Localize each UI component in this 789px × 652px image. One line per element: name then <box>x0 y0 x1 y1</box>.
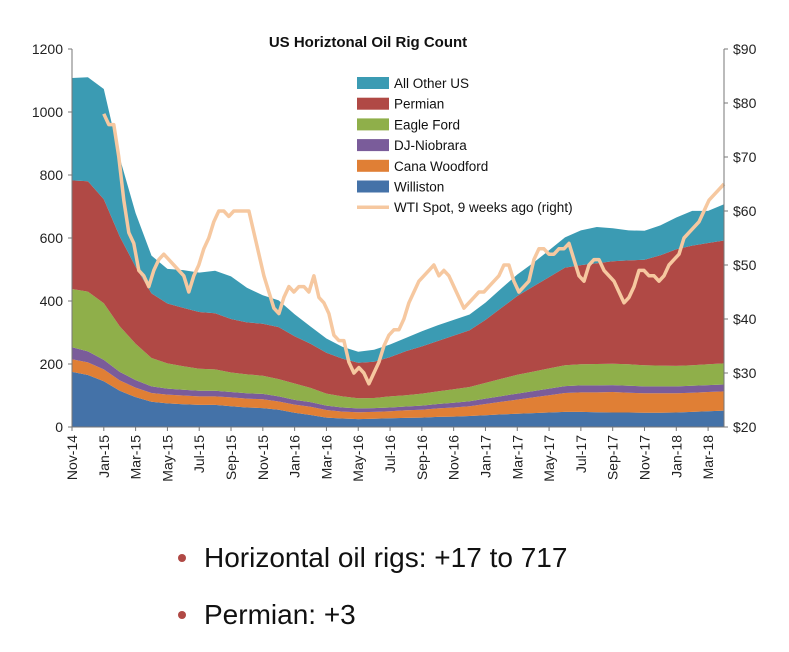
x-tick-label: Jul-17 <box>573 435 589 473</box>
x-tick-label: Nov-16 <box>446 435 462 480</box>
y-left-tick-label: 200 <box>40 356 64 372</box>
bullet-horizontal-oil-rigs: Horizontal oil rigs: +17 to 717 <box>178 538 567 578</box>
legend-item-permian: Permian <box>357 97 444 112</box>
bullet-text: Horizontal oil rigs: +17 to 717 <box>204 542 568 573</box>
area-cana-woodford <box>72 359 724 420</box>
y-right-tick-label: $90 <box>733 41 757 57</box>
legend-label: Cana Woodford <box>394 159 488 174</box>
oil-rig-chart: US Horiztonal Oil Rig Count 0 200 400 600 80… <box>32 34 757 482</box>
x-tick-label: Jan-18 <box>668 435 684 478</box>
legend-swatch <box>357 180 389 193</box>
y-left-tick-label: 400 <box>40 293 64 309</box>
area-all-other-us <box>72 77 724 363</box>
y-right-tick-label: $50 <box>733 257 757 273</box>
chart-title: US Horiztonal Oil Rig Count <box>269 34 467 51</box>
x-tick-label: Sep-16 <box>414 435 430 480</box>
x-tick-label: Jul-16 <box>382 435 398 473</box>
y-right-tick-label: $80 <box>733 95 757 111</box>
y-left-tick-label: 600 <box>40 230 64 246</box>
x-tick-label: May-17 <box>541 435 557 482</box>
area-dj-niobrara <box>72 347 724 413</box>
y-right-tick-label: $30 <box>733 365 757 381</box>
x-tick-label: Jan-15 <box>96 435 112 478</box>
legend-item-wti-spot-9-weeks-ago-right-: WTI Spot, 9 weeks ago (right) <box>357 200 573 215</box>
x-tick-label: Sep-17 <box>605 435 621 480</box>
y-right-tick-label: $60 <box>733 203 757 219</box>
legend-label: All Other US <box>394 76 469 91</box>
legend-swatch <box>357 97 389 110</box>
x-tick-label: May-16 <box>350 435 366 482</box>
legend-label: WTI Spot, 9 weeks ago (right) <box>394 200 573 215</box>
area-eagle-ford <box>72 289 724 409</box>
legend-swatch <box>357 159 389 172</box>
legend-swatch <box>357 118 389 131</box>
y-left-tick-label: 800 <box>40 167 64 183</box>
x-tick-label: Jul-15 <box>191 435 207 473</box>
legend-label: Permian <box>394 97 444 112</box>
legend-item-dj-niobrara: DJ-Niobrara <box>357 138 467 153</box>
x-tick-label: Jan-16 <box>287 435 303 478</box>
legend-item-cana-woodford: Cana Woodford <box>357 159 488 174</box>
y-right-tick-label: $70 <box>733 149 757 165</box>
y-right-tick-label: $20 <box>733 419 757 435</box>
area-permian <box>72 180 724 399</box>
legend-swatch <box>357 139 389 152</box>
legend-item-all-other-us: All Other US <box>357 76 469 91</box>
x-tick-label: Nov-15 <box>255 435 271 480</box>
summary-bullets: Horizontal oil rigs: +17 to 717 Permian:… <box>178 538 567 652</box>
x-tick-label: Mar-17 <box>509 435 525 480</box>
legend-item-williston: Williston <box>357 180 444 195</box>
legend-label: Eagle Ford <box>394 117 460 132</box>
legend-label: DJ-Niobrara <box>394 138 467 153</box>
area-williston <box>72 371 724 427</box>
x-tick-label: May-15 <box>159 435 175 482</box>
bullet-dot-icon <box>178 554 186 562</box>
y-left-tick-label: 0 <box>55 419 63 435</box>
x-tick-label: Mar-16 <box>318 435 334 480</box>
bullet-dot-icon <box>178 611 186 619</box>
x-tick-label: Mar-15 <box>128 435 144 480</box>
legend-swatch <box>357 77 389 89</box>
y-right-tick-label: $40 <box>733 311 757 327</box>
y-left-tick-label: 1200 <box>32 41 63 57</box>
legend-item-eagle-ford: Eagle Ford <box>357 117 460 132</box>
bullet-permian: Permian: +3 <box>178 595 567 635</box>
x-tick-label: Jan-17 <box>477 435 493 478</box>
wti-spot-line <box>102 113 726 386</box>
bullet-text: Permian: +3 <box>204 599 356 630</box>
legend-label: Williston <box>394 180 444 195</box>
x-tick-label: Mar-18 <box>700 435 716 480</box>
x-tick-label: Sep-15 <box>223 435 239 480</box>
x-tick-label: Nov-17 <box>636 435 652 480</box>
y-left-tick-label: 1000 <box>32 104 63 120</box>
x-tick-label: Nov-14 <box>64 435 80 480</box>
